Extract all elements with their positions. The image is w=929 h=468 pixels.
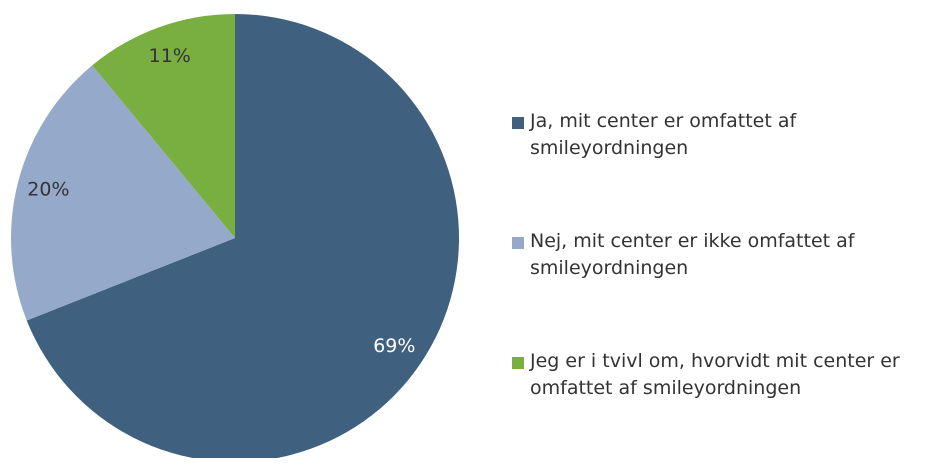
legend-item: Jeg er i tvivl om, hvorvidt mit center e… <box>512 348 922 468</box>
pie-slice <box>11 65 236 321</box>
legend-swatch <box>512 237 524 249</box>
legend-label: Jeg er i tvivl om, hvorvidt mit center e… <box>530 350 900 399</box>
legend-swatch <box>512 357 524 369</box>
legend-swatch <box>512 117 524 129</box>
chart: 69% 20% 11% <box>11 14 459 458</box>
data-label: 11% <box>149 45 191 67</box>
pie-slice <box>26 14 459 458</box>
data-label: 20% <box>27 179 69 201</box>
legend: Ja, mit center er omfattet af smileyordn… <box>512 108 922 468</box>
pie-slice <box>92 14 235 238</box>
legend-label: Nej, mit center er ikke omfattet af smil… <box>530 230 855 279</box>
data-label: 69% <box>373 335 415 357</box>
legend-item: Ja, mit center er omfattet af smileyordn… <box>512 108 922 228</box>
legend-item: Nej, mit center er ikke omfattet af smil… <box>512 228 922 348</box>
legend-label: Ja, mit center er omfattet af smileyordn… <box>530 110 797 159</box>
page: 69% 20% 11% Ja, mit center er omfattet af … <box>11 14 900 458</box>
